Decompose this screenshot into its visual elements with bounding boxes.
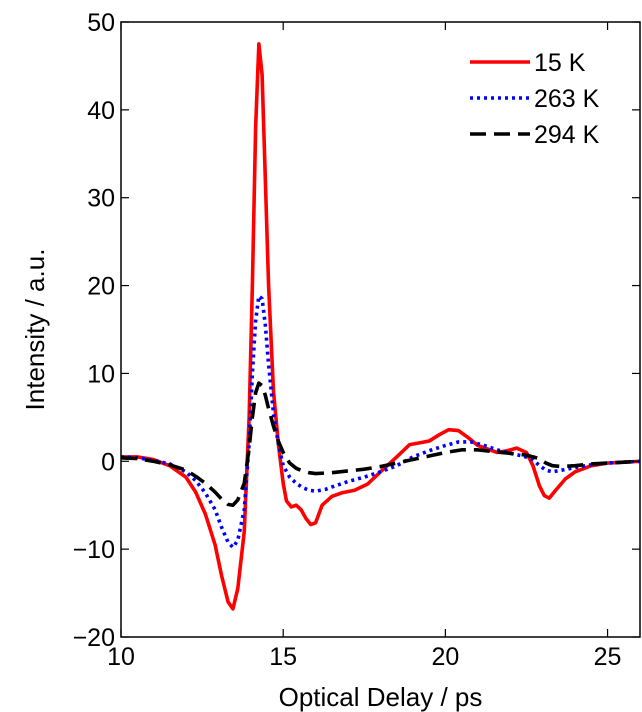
legend: 15 K 263 K 294 K [470,49,600,149]
y-tick-label: 20 [87,273,115,301]
x-tick-label: 25 [594,643,622,671]
legend-label-1: 263 K [534,85,600,113]
legend-label-0: 15 K [534,49,586,77]
y-tick-label: −10 [73,536,115,564]
y-tick-label: 50 [87,9,115,37]
plot-frame [120,21,641,638]
y-tick-label: 30 [87,185,115,213]
x-axis-label: Optical Delay / ps [279,682,483,712]
plot-lines [121,42,640,611]
y-tick-label: 40 [87,97,115,125]
y-tick-label: 0 [101,448,115,476]
y-tick-label: −20 [73,624,115,652]
y-tick-label: 10 [87,360,115,388]
series-line-2 [121,381,640,508]
y-axis-label: Intensity / a.u. [20,249,50,411]
axis-ticks: 10 15 20 25 −20 −10 0 10 20 30 40 50 [73,9,640,671]
legend-label-2: 294 K [534,121,600,149]
x-tick-label: 20 [431,643,459,671]
series-line-1 [121,294,640,550]
x-tick-label: 10 [107,643,135,671]
x-tick-label: 15 [269,643,297,671]
series-line-0 [121,42,640,611]
